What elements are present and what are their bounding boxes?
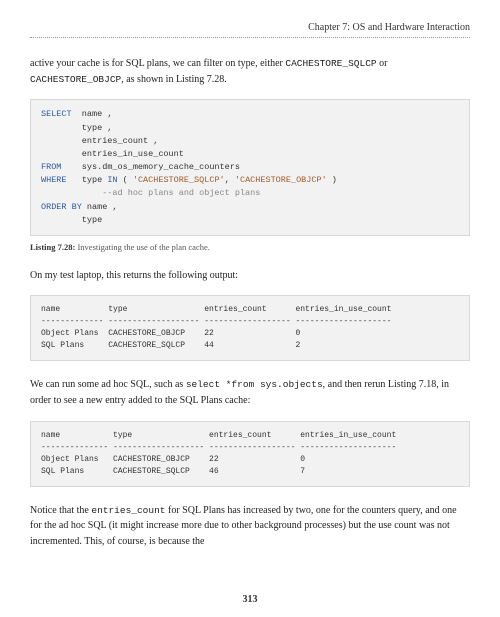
sql-keyword: FROM bbox=[41, 162, 61, 172]
output-header: name type entries_count entries_in_use_c… bbox=[41, 431, 396, 440]
paragraph-conclusion: Notice that the entries_count for SQL Pl… bbox=[30, 503, 470, 550]
text-fragment: Notice that the bbox=[30, 505, 91, 516]
output-divider: ------------- ------------------- ------… bbox=[41, 317, 391, 326]
sql-keyword: ORDER BY bbox=[41, 202, 82, 212]
output-row: SQL Plans CACHESTORE_SQLCP 46 7 bbox=[41, 467, 305, 476]
output-row: Object Plans CACHESTORE_OBJCP 22 0 bbox=[41, 455, 305, 464]
output-table-1: name type entries_count entries_in_use_c… bbox=[30, 295, 470, 361]
inline-code: CACHESTORE_SQLCP bbox=[285, 58, 376, 69]
text-fragment: or bbox=[377, 58, 388, 69]
output-header: name type entries_count entries_in_use_c… bbox=[41, 305, 391, 314]
inline-code: CACHESTORE_OBJCP bbox=[30, 74, 121, 85]
code-text: type bbox=[67, 175, 108, 185]
code-text: sys.dm_os_memory_cache_counters bbox=[61, 162, 240, 172]
output-divider: -------------- ------------------- -----… bbox=[41, 443, 396, 452]
code-text: , bbox=[225, 175, 235, 185]
inline-code: entries_count bbox=[91, 505, 165, 516]
sql-string: 'CACHESTORE_SQLCP' bbox=[133, 175, 225, 185]
sql-keyword: IN bbox=[107, 175, 117, 185]
listing-caption: Listing 7.28: Investigating the use of t… bbox=[30, 242, 470, 252]
paragraph-output-intro: On my test laptop, this returns the foll… bbox=[30, 268, 470, 284]
output-row: Object Plans CACHESTORE_OBJCP 22 0 bbox=[41, 329, 300, 338]
paragraph-intro: active your cache is for SQL plans, we c… bbox=[30, 56, 470, 87]
code-text: type , bbox=[41, 123, 112, 133]
page-number: 313 bbox=[0, 594, 500, 605]
output-row: SQL Plans CACHESTORE_SQLCP 44 2 bbox=[41, 341, 300, 350]
listing-text: Investigating the use of the plan cache. bbox=[75, 242, 210, 252]
code-text: ) bbox=[327, 175, 337, 185]
text-fragment: We can run some ad hoc SQL, such as bbox=[30, 379, 186, 390]
text-fragment: active your cache is for SQL plans, we c… bbox=[30, 58, 285, 69]
sql-code-block: SELECT name , type , entries_count , ent… bbox=[30, 99, 470, 236]
code-text: name , bbox=[72, 109, 113, 119]
sql-keyword: SELECT bbox=[41, 109, 72, 119]
paragraph-adhoc: We can run some ad hoc SQL, such as sele… bbox=[30, 377, 470, 408]
sql-keyword: WHERE bbox=[41, 175, 67, 185]
code-text: entries_count , bbox=[41, 136, 158, 146]
sql-string: 'CACHESTORE_OBJCP' bbox=[235, 175, 327, 185]
output-table-2: name type entries_count entries_in_use_c… bbox=[30, 421, 470, 487]
chapter-header: Chapter 7: OS and Hardware Interaction bbox=[30, 22, 470, 38]
listing-label: Listing 7.28: bbox=[30, 242, 75, 252]
inline-code: select *from sys.objects bbox=[186, 379, 323, 390]
code-text: type bbox=[41, 215, 102, 225]
sql-comment: --ad hoc plans and object plans bbox=[41, 188, 260, 198]
code-text: entries_in_use_count bbox=[41, 149, 184, 159]
code-text: ( bbox=[118, 175, 133, 185]
text-fragment: , as shown in Listing 7.28. bbox=[121, 74, 227, 85]
code-text: name , bbox=[82, 202, 118, 212]
